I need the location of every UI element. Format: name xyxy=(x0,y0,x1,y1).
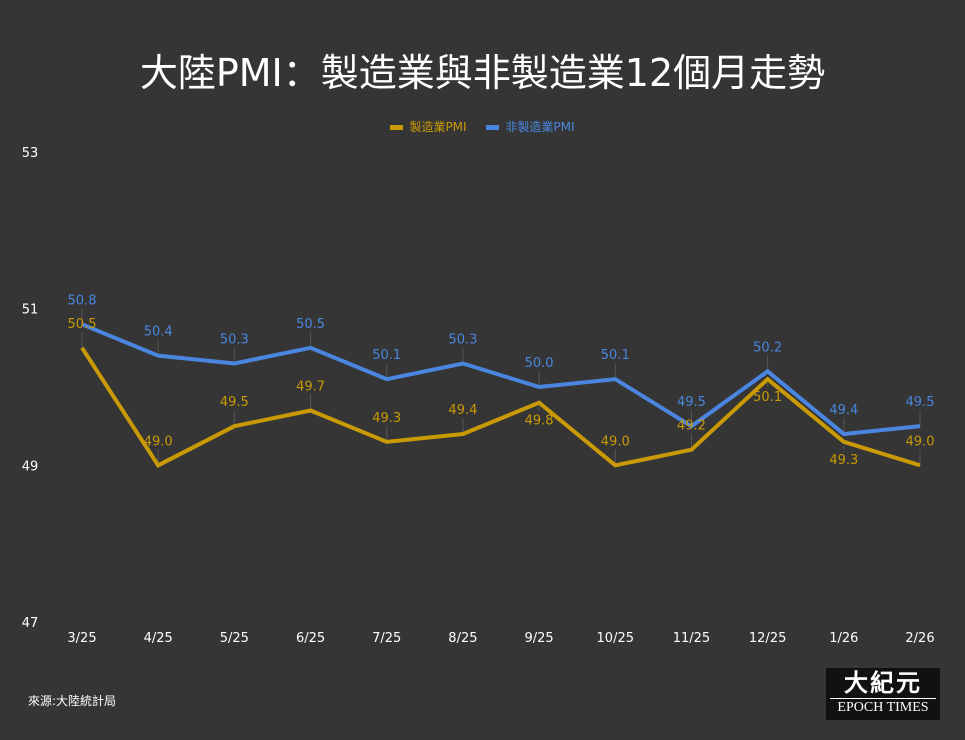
legend-swatch xyxy=(486,125,500,130)
data-label: 49.0 xyxy=(906,434,935,449)
series-line-non-manufacturing xyxy=(81,322,921,437)
legend-item-non-manufacturing[interactable]: 非製造業PMI xyxy=(486,118,575,135)
data-label: 49.3 xyxy=(372,411,401,426)
data-label: 50.5 xyxy=(68,317,97,332)
data-label: 49.8 xyxy=(525,414,554,429)
legend-item-manufacturing[interactable]: 製造業PMI xyxy=(390,118,467,135)
data-label: 49.0 xyxy=(601,434,630,449)
x-tick-label: 3/25 xyxy=(67,631,96,646)
x-tick-label: 10/25 xyxy=(597,631,634,646)
legend-label: 製造業PMI xyxy=(409,120,467,134)
y-tick-label: 47 xyxy=(22,616,39,631)
x-tick-label: 4/25 xyxy=(144,631,173,646)
data-label: 50.4 xyxy=(144,325,173,340)
logo-cn: 大紀元 xyxy=(844,668,922,697)
data-label: 50.5 xyxy=(296,317,325,332)
x-tick-label: 8/25 xyxy=(448,631,477,646)
x-tick-label: 6/25 xyxy=(296,631,325,646)
x-tick-label: 1/26 xyxy=(829,631,858,646)
x-tick-label: 2/26 xyxy=(905,631,934,646)
x-tick-label: 12/25 xyxy=(749,631,786,646)
data-label: 49.5 xyxy=(677,395,706,410)
data-label: 49.5 xyxy=(906,395,935,410)
y-tick-label: 53 xyxy=(22,146,39,161)
x-tick-label: 7/25 xyxy=(372,631,401,646)
x-tick-label: 5/25 xyxy=(220,631,249,646)
epoch-times-logo: 大紀元 EPOCH TIMES xyxy=(826,668,940,720)
data-label: 49.5 xyxy=(220,395,249,410)
data-label: 49.4 xyxy=(448,403,477,418)
data-label: 50.1 xyxy=(601,348,630,363)
data-label: 50.1 xyxy=(372,348,401,363)
y-tick-label: 49 xyxy=(22,459,39,474)
data-label: 50.8 xyxy=(68,293,97,308)
data-label: 49.4 xyxy=(829,403,858,418)
x-tick-label: 9/25 xyxy=(524,631,553,646)
data-label: 49.0 xyxy=(144,434,173,449)
legend-label: 非製造業PMI xyxy=(505,120,575,134)
x-tick-label: 11/25 xyxy=(673,631,710,646)
data-label: 49.2 xyxy=(677,419,706,434)
logo-en: EPOCH TIMES xyxy=(830,698,936,717)
y-tick-label: 51 xyxy=(22,303,39,318)
data-label: 50.0 xyxy=(525,356,554,371)
data-label: 50.2 xyxy=(753,340,782,355)
data-label: 49.3 xyxy=(829,453,858,468)
source-note: 來源:大陸統計局 xyxy=(28,694,117,708)
chart-title: 大陸PMI：製造業與非製造業12個月走勢 xyxy=(139,51,826,95)
data-label: 50.3 xyxy=(220,333,249,348)
data-label: 50.3 xyxy=(448,333,477,348)
data-label: 49.7 xyxy=(296,380,325,395)
legend-swatch xyxy=(390,125,404,130)
data-label: 50.1 xyxy=(753,390,782,405)
legend: 製造業PMI 非製造業PMI xyxy=(0,118,965,135)
series-line-manufacturing xyxy=(80,346,921,468)
